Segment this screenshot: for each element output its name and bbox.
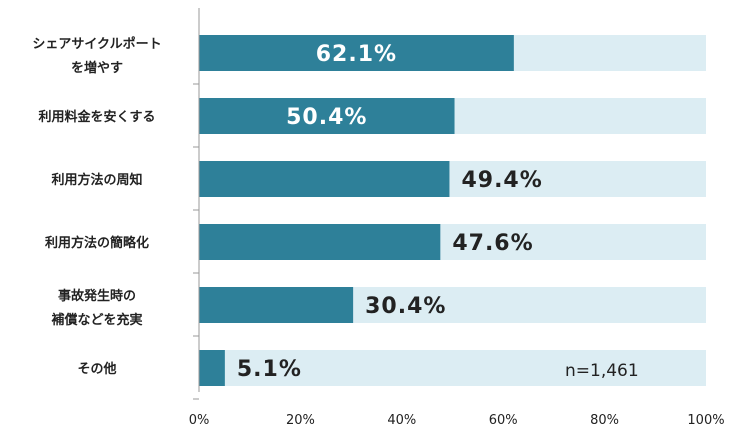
category-label-line: 利用方法の周知 [51, 172, 142, 188]
data-label: 50.4% [286, 105, 367, 130]
category-label-line: を増やす [71, 60, 123, 76]
bar [199, 350, 225, 386]
axis-layer [193, 8, 200, 400]
category-label-line: 補償などを充実 [50, 312, 142, 328]
category-label-layer: シェアサイクルポートを増やす利用料金を安くする利用方法の周知利用方法の簡略化事故… [32, 36, 161, 377]
track-layer [199, 35, 706, 386]
category-label-line: 利用方法の簡略化 [45, 235, 149, 251]
data-label: 62.1% [316, 42, 397, 67]
category-label: シェアサイクルポートを増やす [32, 36, 161, 76]
category-label-line: その他 [77, 361, 116, 377]
data-label: 49.4% [461, 168, 542, 193]
category-label-line: 利用料金を安くする [38, 109, 155, 125]
tick-label-layer: 0% 20% 40% 60% 80% 100% [189, 413, 725, 428]
data-label: 47.6% [452, 231, 533, 256]
bar [199, 287, 354, 323]
bar [199, 161, 450, 197]
value-label-layer: 62.1% 50.4% 49.4% 47.6% 30.4% 5.1% [237, 42, 542, 382]
category-label: その他 [77, 361, 116, 377]
category-label: 事故発生時の補償などを充実 [50, 288, 142, 328]
x-tick-label: 80% [590, 413, 619, 428]
data-label: 30.4% [365, 294, 446, 319]
x-tick-label: 100% [687, 413, 724, 428]
category-label-line: シェアサイクルポート [32, 36, 161, 52]
bar-track [199, 350, 706, 386]
category-label: 利用方法の簡略化 [45, 235, 149, 251]
x-tick-label: 20% [286, 413, 315, 428]
category-label-line: 事故発生時の [58, 288, 136, 304]
sample-size-note: n=1,461 [565, 361, 639, 381]
data-label: 5.1% [237, 357, 302, 382]
bar-layer [199, 35, 514, 386]
category-label: 利用料金を安くする [38, 109, 155, 125]
x-tick-label: 60% [489, 413, 518, 428]
x-tick-label: 0% [189, 413, 210, 428]
x-tick-label: 40% [387, 413, 416, 428]
category-label: 利用方法の周知 [51, 172, 142, 188]
bar [199, 35, 514, 71]
bar [199, 224, 441, 260]
bar [199, 98, 455, 134]
